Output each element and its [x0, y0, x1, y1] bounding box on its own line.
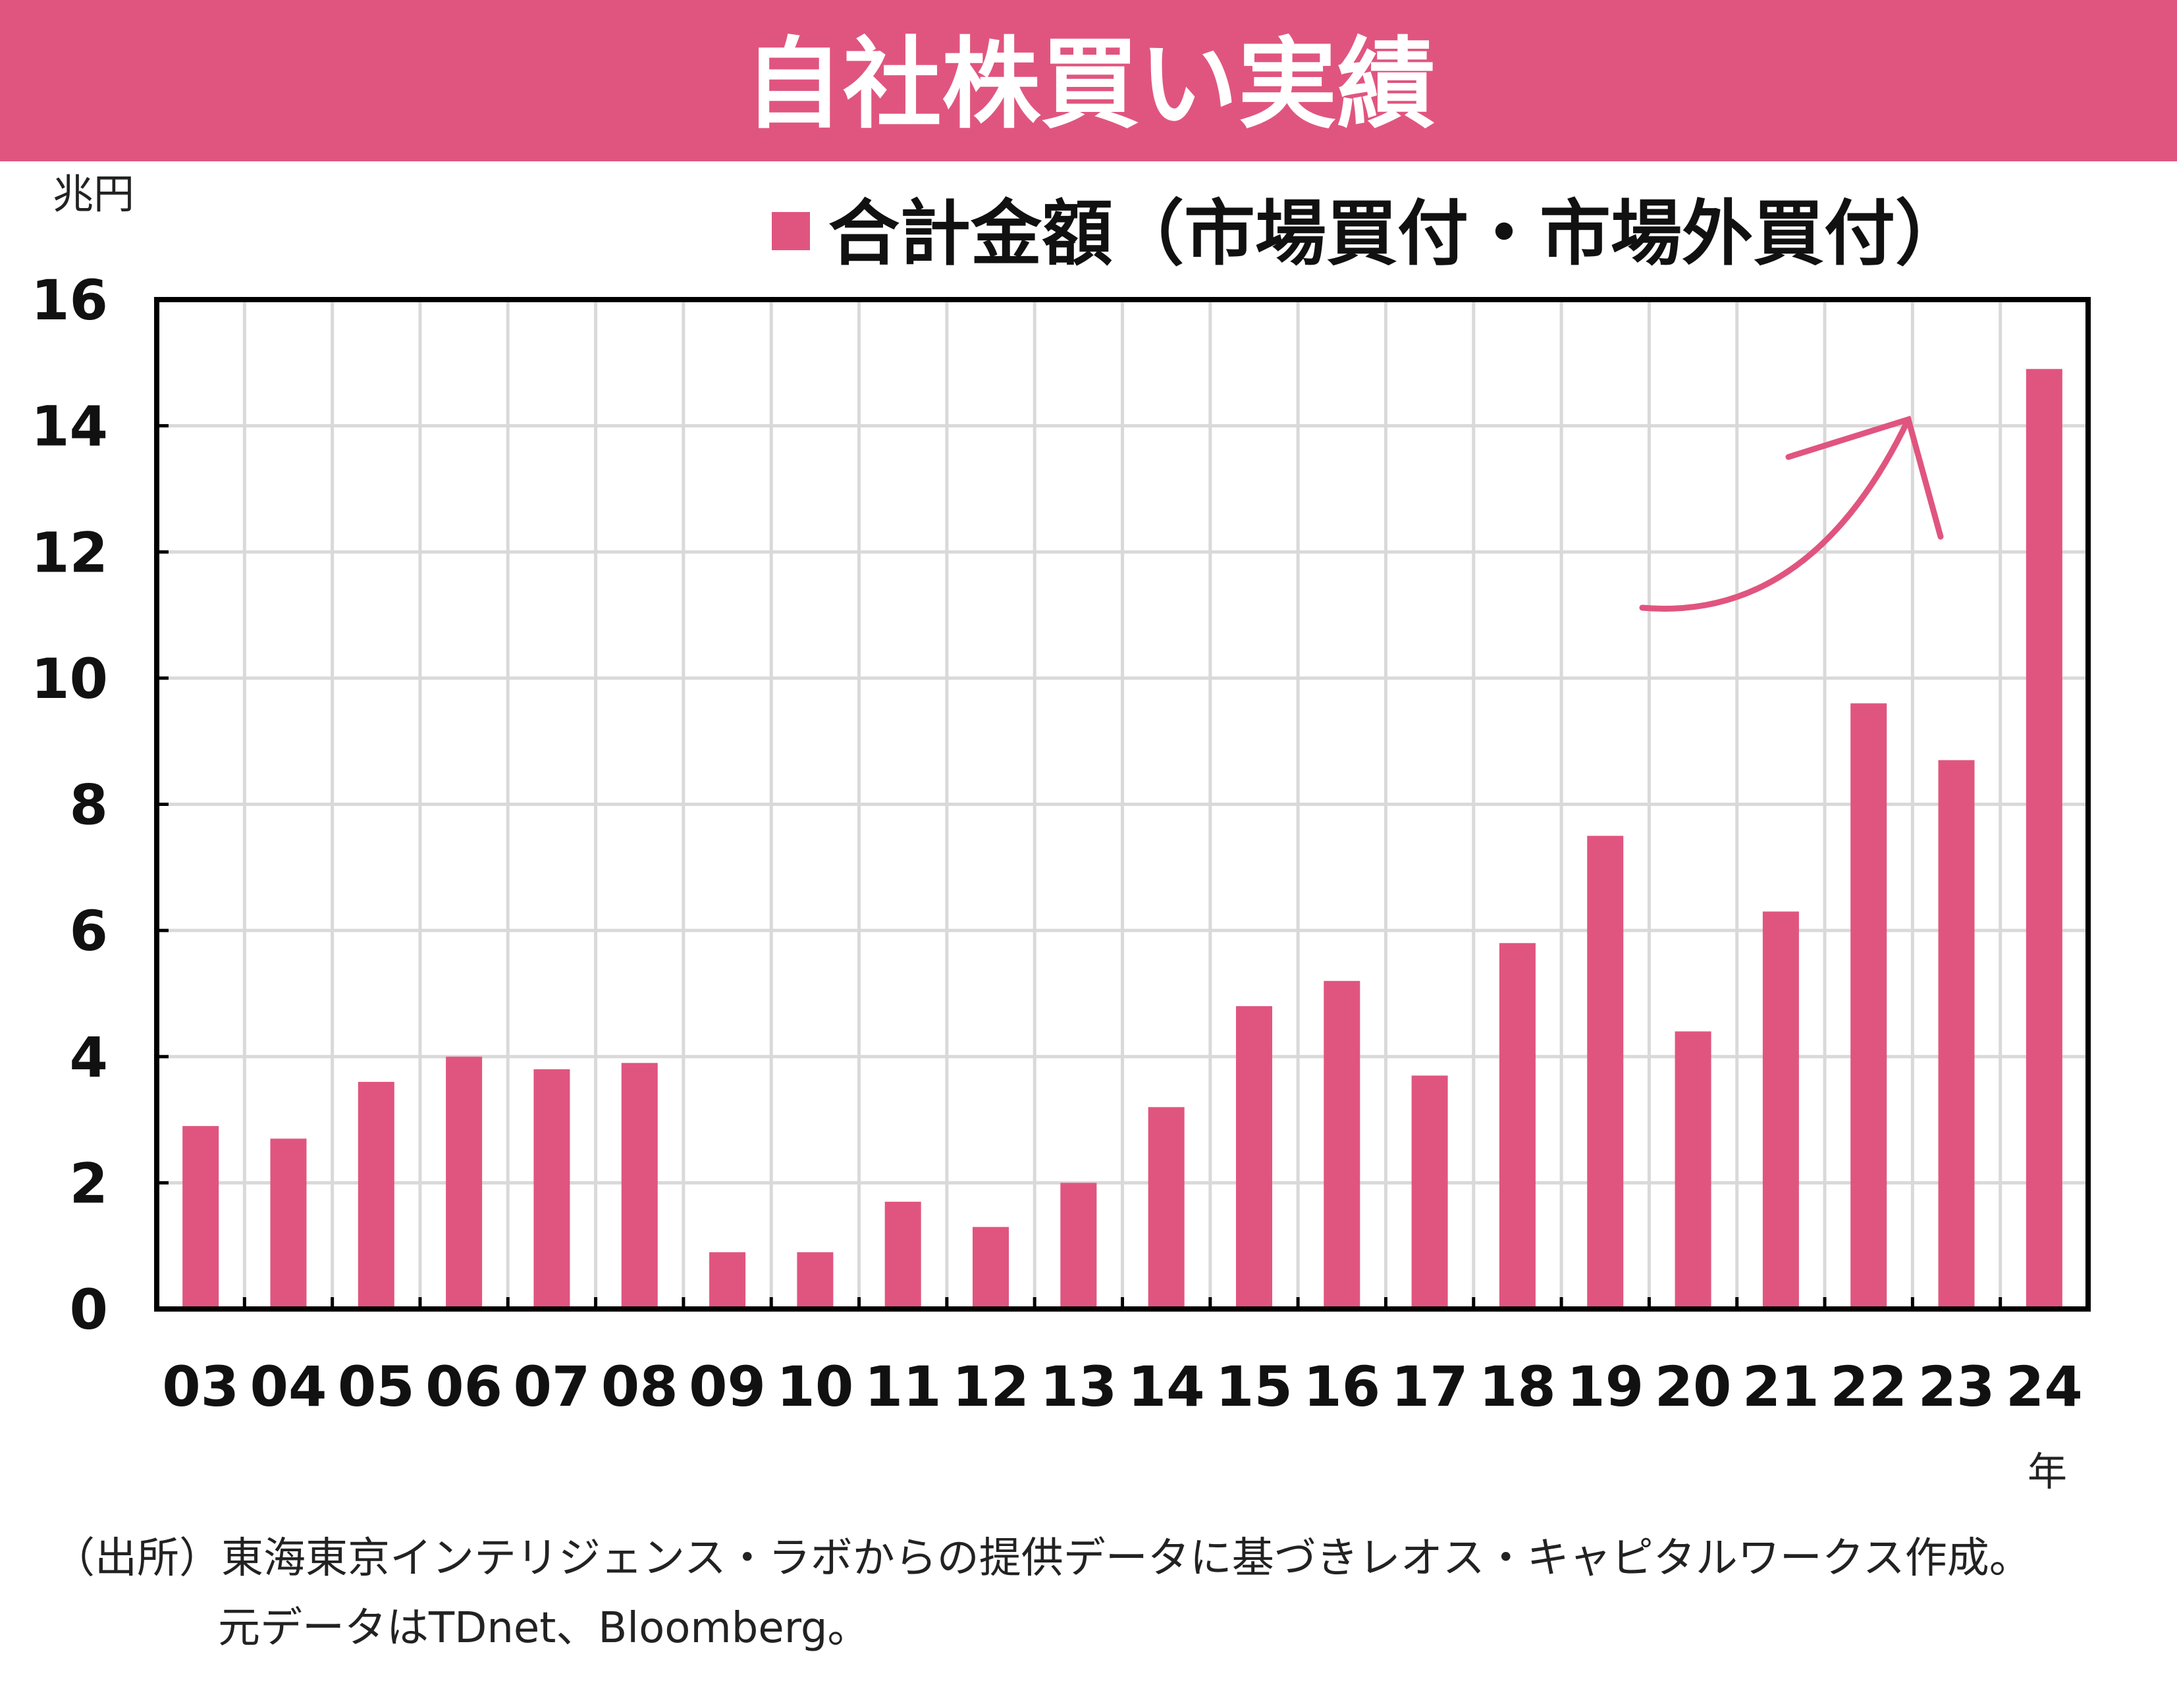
upward-arrow [1639, 415, 1944, 612]
bar-07 [533, 1069, 570, 1309]
bar-09 [709, 1252, 746, 1309]
legend-swatch [772, 212, 810, 250]
x-tick-label: 08 [601, 1354, 678, 1419]
x-tick-label: 17 [1391, 1354, 1468, 1419]
y-axis-unit: 兆円 [53, 170, 134, 218]
x-axis-unit: 年 [2028, 1449, 2067, 1495]
y-tick-label: 10 [31, 647, 108, 711]
x-tick-label: 03 [162, 1354, 239, 1419]
x-tick-label: 13 [1040, 1354, 1117, 1419]
bar-11 [884, 1202, 921, 1309]
y-tick-label: 14 [31, 394, 108, 459]
x-tick-label: 19 [1567, 1354, 1644, 1419]
bar-15 [1235, 1006, 1272, 1309]
plot-frame [154, 297, 2091, 1312]
x-tick-label: 10 [776, 1354, 853, 1419]
footer-original-data: 元データはTDnet、Bloomberg。 [218, 1604, 870, 1653]
bar-06 [446, 1056, 483, 1309]
bar-21 [1762, 911, 1799, 1309]
bar-18 [1499, 943, 1536, 1309]
x-tick-label: 22 [1830, 1354, 1907, 1419]
bar-20 [1675, 1031, 1711, 1309]
x-tick-label: 14 [1128, 1354, 1205, 1419]
bar-10 [797, 1252, 834, 1309]
y-tick-label: 0 [70, 1277, 108, 1342]
bar-17 [1411, 1075, 1448, 1309]
x-tick-label: 16 [1303, 1354, 1380, 1419]
y-tick-label: 16 [31, 268, 108, 333]
chart-title: 自社株買い実績 [744, 28, 1436, 142]
x-tick-label: 04 [250, 1354, 327, 1419]
footer-source: （出所）東海東京インテリジェンス・ラボからの提供データに基づきレオス・キャピタル… [53, 1534, 2031, 1583]
bar-14 [1148, 1107, 1185, 1309]
bar-19 [1587, 836, 1624, 1309]
x-tick-label: 11 [865, 1354, 942, 1419]
x-tick-label: 06 [425, 1354, 502, 1419]
x-tick-label: 18 [1479, 1354, 1556, 1419]
bar-22 [1850, 703, 1887, 1309]
bar-08 [621, 1063, 658, 1309]
y-tick-label: 8 [70, 773, 108, 838]
x-tick-label: 07 [513, 1354, 590, 1419]
bar-16 [1324, 980, 1360, 1309]
bar-03 [182, 1126, 219, 1309]
x-tick-label: 05 [338, 1354, 415, 1419]
x-tick-label: 09 [689, 1354, 766, 1419]
x-tick-label: 12 [952, 1354, 1029, 1419]
bar-04 [270, 1138, 307, 1309]
bar-13 [1060, 1183, 1097, 1309]
x-tick-label: 15 [1216, 1354, 1293, 1419]
y-tick-label: 4 [70, 1025, 108, 1090]
x-tick-label: 20 [1655, 1354, 1732, 1419]
bar-12 [973, 1227, 1009, 1309]
bar-05 [358, 1082, 394, 1309]
bar-24 [2026, 369, 2062, 1309]
y-tick-label: 12 [31, 520, 108, 585]
title-band [0, 0, 2177, 161]
x-tick-label: 23 [1918, 1354, 1995, 1419]
legend-label: 合計金額（市場買付・市場外買付） [828, 193, 1966, 275]
y-tick-label: 6 [70, 899, 108, 963]
y-tick-label: 2 [70, 1151, 108, 1215]
x-tick-label: 24 [2006, 1354, 2083, 1419]
x-tick-label: 21 [1742, 1354, 1819, 1419]
bar-23 [1938, 760, 1975, 1309]
